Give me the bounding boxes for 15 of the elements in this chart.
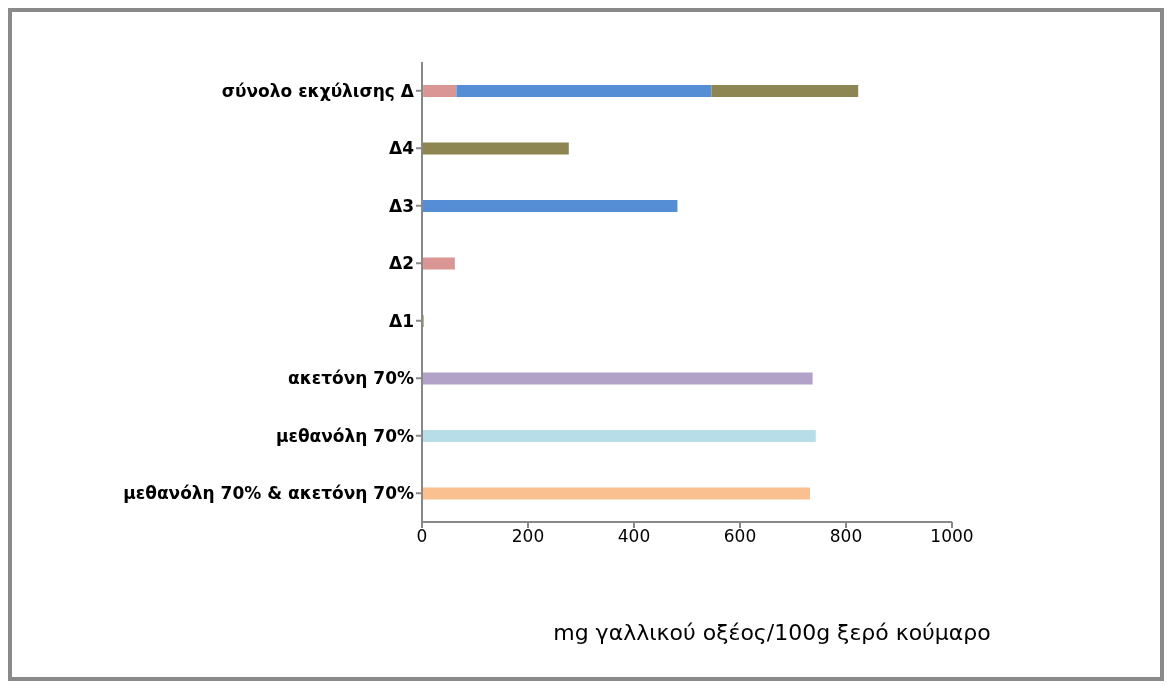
y-tick-label: μεθανόλη 70% & ακετόνη 70% [123, 483, 414, 504]
y-tick-label: μεθανόλη 70% [275, 425, 414, 446]
y-tick-label: Δ3 [389, 195, 414, 216]
x-tick-label: 200 [511, 526, 545, 547]
x-axis-title: mg γαλλικού οξέος/100g ξερό κούμαρο [552, 620, 992, 645]
x-tick-label: 1000 [930, 526, 974, 547]
x-tick-label: 400 [617, 526, 651, 547]
x-tick-label: 0 [416, 526, 428, 547]
y-tick-label: Δ1 [389, 310, 414, 331]
x-tick-label: 800 [829, 526, 863, 547]
y-tick-label: Δ2 [389, 253, 414, 274]
y-tick-label: σύνολο εκχύλισης Δ [221, 80, 415, 101]
y-tick-label: Δ4 [389, 138, 415, 159]
x-tick-label: 600 [723, 526, 757, 547]
y-tick-label: ακετόνη 70% [287, 368, 414, 389]
